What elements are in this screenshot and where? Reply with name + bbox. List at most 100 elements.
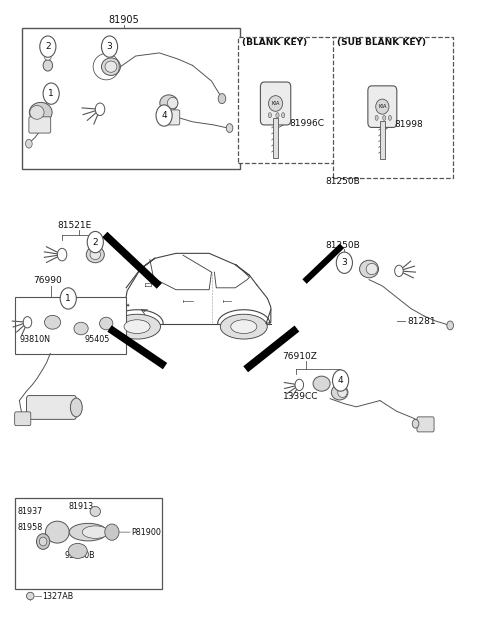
- Ellipse shape: [114, 314, 160, 339]
- Ellipse shape: [36, 533, 50, 549]
- Circle shape: [447, 321, 454, 330]
- Circle shape: [40, 36, 56, 58]
- Text: 1: 1: [65, 294, 71, 303]
- Ellipse shape: [376, 99, 389, 114]
- Text: 4: 4: [161, 111, 167, 120]
- Ellipse shape: [86, 246, 104, 263]
- Ellipse shape: [360, 260, 379, 278]
- Text: (BLANK KEY): (BLANK KEY): [242, 38, 308, 47]
- Text: 95405: 95405: [84, 335, 110, 344]
- Text: 1339CC: 1339CC: [283, 392, 318, 401]
- Circle shape: [96, 103, 105, 116]
- Text: 81905: 81905: [108, 15, 139, 25]
- Ellipse shape: [366, 264, 378, 275]
- Ellipse shape: [90, 506, 100, 516]
- Text: 93110B: 93110B: [64, 551, 95, 560]
- Ellipse shape: [268, 112, 272, 118]
- Text: (SUB BLANK KEY): (SUB BLANK KEY): [337, 38, 426, 47]
- Text: 1327AB: 1327AB: [42, 592, 73, 600]
- Ellipse shape: [29, 102, 52, 123]
- Ellipse shape: [105, 524, 119, 540]
- Text: P81900: P81900: [131, 528, 161, 537]
- Text: 81521E: 81521E: [57, 221, 92, 230]
- Text: ✦: ✦: [125, 303, 130, 308]
- Text: KIA: KIA: [378, 104, 386, 109]
- Ellipse shape: [30, 106, 44, 119]
- Bar: [22, 28, 240, 169]
- Circle shape: [43, 83, 59, 104]
- FancyBboxPatch shape: [261, 82, 291, 125]
- Ellipse shape: [99, 317, 113, 330]
- Ellipse shape: [43, 60, 53, 71]
- Text: 93810N: 93810N: [19, 335, 50, 344]
- FancyBboxPatch shape: [26, 396, 76, 420]
- Ellipse shape: [39, 537, 47, 546]
- Ellipse shape: [105, 61, 117, 72]
- FancyBboxPatch shape: [417, 417, 434, 432]
- Ellipse shape: [383, 116, 386, 120]
- Text: 1: 1: [48, 89, 54, 98]
- Text: 4: 4: [338, 376, 343, 385]
- FancyBboxPatch shape: [160, 110, 180, 125]
- Bar: [380, 121, 384, 159]
- Bar: [14, 497, 162, 588]
- Text: 2: 2: [93, 238, 98, 246]
- Ellipse shape: [331, 385, 348, 400]
- Text: 81937: 81937: [18, 507, 43, 516]
- Text: 81998: 81998: [394, 121, 423, 130]
- Circle shape: [336, 252, 352, 274]
- Ellipse shape: [101, 58, 120, 75]
- Text: 2: 2: [45, 42, 51, 51]
- Text: 3: 3: [341, 258, 347, 267]
- Text: 81996C: 81996C: [289, 119, 324, 128]
- Circle shape: [218, 94, 226, 104]
- Bar: [238, 37, 340, 162]
- Ellipse shape: [231, 320, 257, 334]
- Circle shape: [333, 370, 348, 391]
- Ellipse shape: [45, 54, 51, 60]
- Circle shape: [23, 317, 32, 328]
- Ellipse shape: [160, 95, 178, 111]
- Ellipse shape: [168, 97, 178, 109]
- Ellipse shape: [276, 112, 279, 118]
- Circle shape: [101, 36, 118, 58]
- Circle shape: [156, 105, 172, 126]
- Ellipse shape: [26, 592, 34, 600]
- Bar: [14, 297, 126, 353]
- Circle shape: [395, 265, 403, 277]
- Circle shape: [87, 231, 103, 253]
- Circle shape: [226, 124, 233, 133]
- Ellipse shape: [313, 376, 330, 391]
- Circle shape: [295, 379, 303, 391]
- Ellipse shape: [69, 523, 107, 541]
- Circle shape: [25, 139, 32, 148]
- Ellipse shape: [45, 315, 60, 329]
- Ellipse shape: [90, 250, 100, 260]
- Circle shape: [60, 288, 76, 309]
- Ellipse shape: [375, 116, 378, 120]
- Ellipse shape: [388, 116, 391, 120]
- Ellipse shape: [124, 320, 150, 334]
- Ellipse shape: [82, 526, 108, 538]
- Ellipse shape: [68, 544, 87, 559]
- Text: KIA: KIA: [271, 101, 280, 106]
- Circle shape: [57, 248, 67, 261]
- Text: 76910Z: 76910Z: [283, 351, 318, 361]
- Bar: [273, 118, 278, 157]
- FancyBboxPatch shape: [14, 412, 31, 425]
- Text: 76990: 76990: [33, 276, 62, 286]
- Text: 81250B: 81250B: [325, 177, 360, 186]
- Bar: [333, 37, 454, 178]
- Ellipse shape: [71, 398, 82, 417]
- Ellipse shape: [74, 322, 88, 335]
- Text: 81281: 81281: [407, 317, 436, 325]
- Ellipse shape: [46, 521, 69, 543]
- Circle shape: [412, 420, 419, 428]
- Text: 81958: 81958: [18, 523, 43, 532]
- Ellipse shape: [220, 314, 267, 339]
- Text: 81250B: 81250B: [325, 241, 360, 250]
- Text: 3: 3: [107, 42, 112, 51]
- Ellipse shape: [338, 387, 347, 398]
- Ellipse shape: [268, 95, 283, 111]
- Text: 81913: 81913: [68, 502, 94, 511]
